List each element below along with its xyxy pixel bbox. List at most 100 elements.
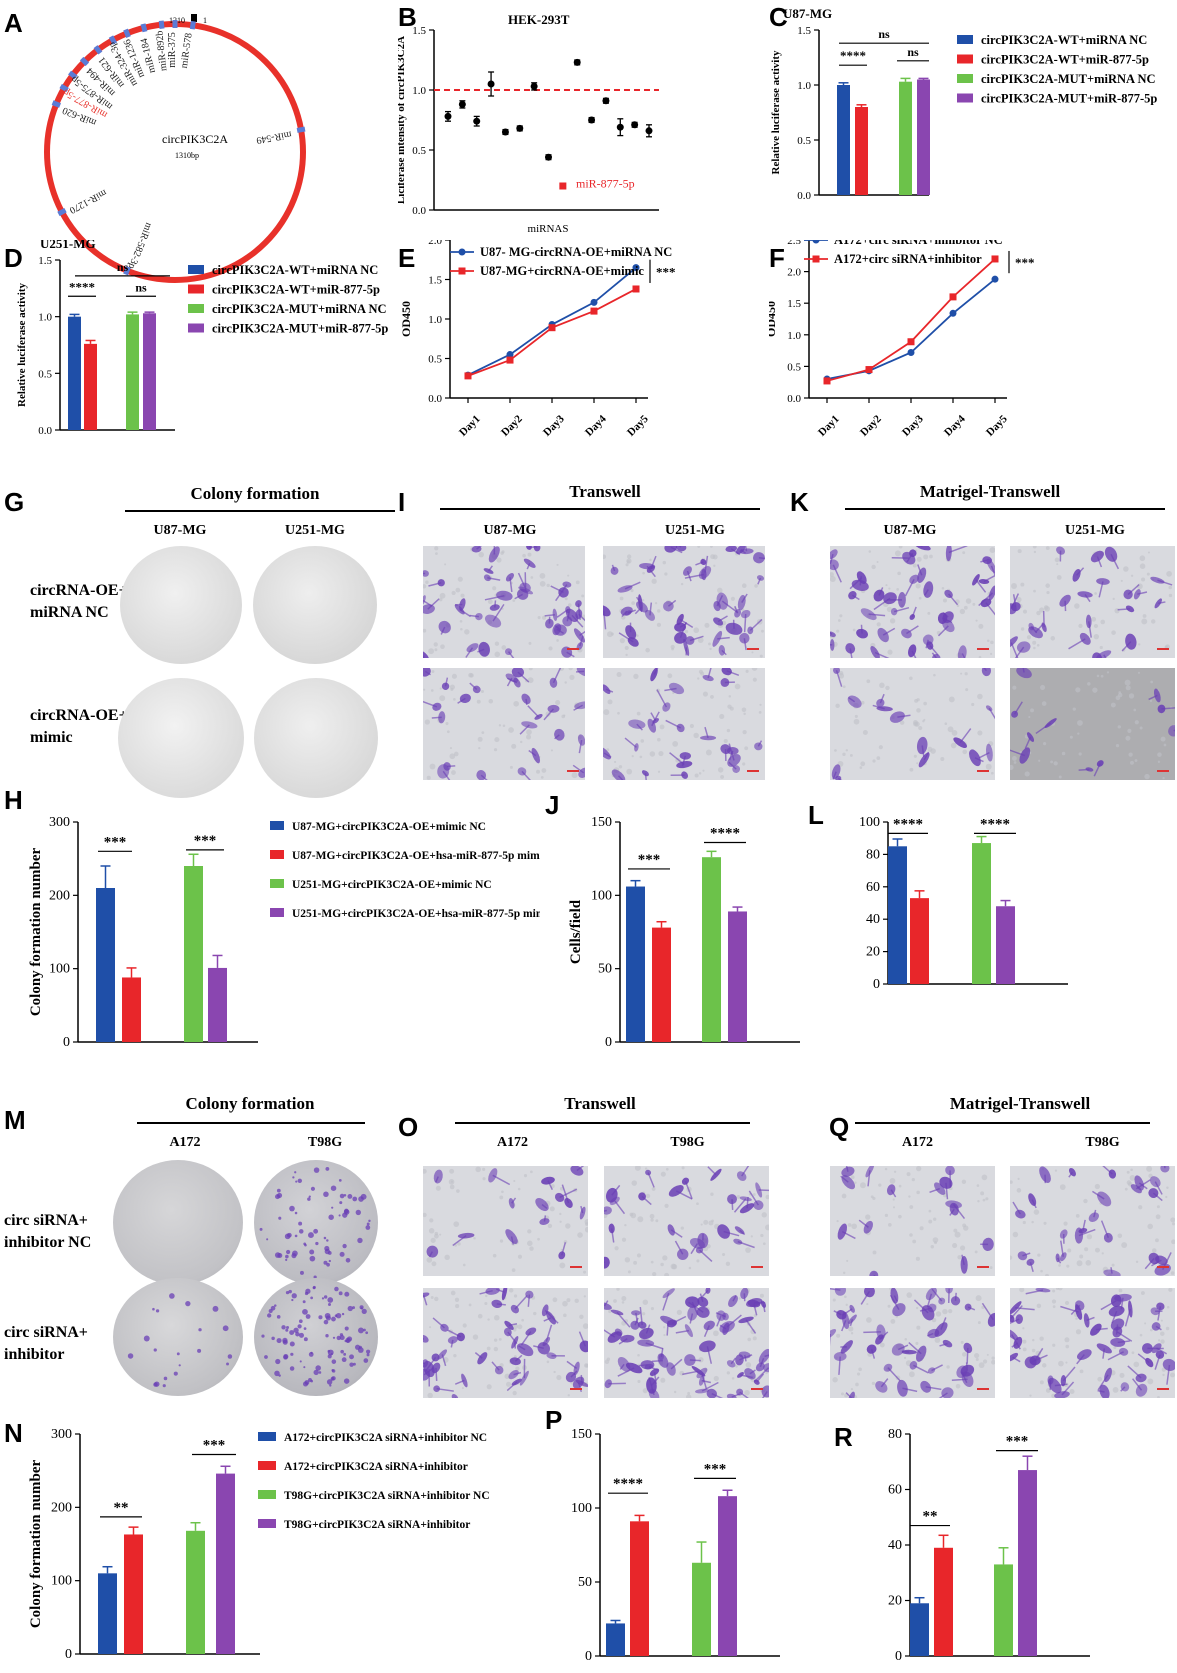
membrane-pore	[1117, 1233, 1123, 1239]
data-point-highlight	[559, 182, 567, 190]
stained-cell	[1083, 1313, 1090, 1328]
membrane-pore	[616, 671, 622, 678]
cell-process	[440, 626, 446, 635]
stained-cell	[909, 574, 919, 584]
cell-process	[1060, 1305, 1079, 1313]
colony	[313, 1167, 320, 1173]
colony-top-title: Colony formation	[190, 484, 320, 503]
panel-label-j: J	[545, 790, 560, 820]
membrane-pore	[654, 602, 658, 605]
cell-process	[744, 546, 748, 552]
membrane-pore	[1066, 1264, 1070, 1268]
colony	[302, 1308, 308, 1315]
membrane-pore	[929, 554, 933, 559]
membrane-pore	[1147, 551, 1150, 554]
membrane-pore	[546, 583, 550, 588]
membrane-pore	[911, 1178, 915, 1182]
membrane-pore	[752, 1336, 757, 1341]
colony	[285, 1258, 288, 1261]
cell-process	[682, 1370, 699, 1376]
colony	[291, 1253, 297, 1259]
micrograph-canvas	[830, 1166, 995, 1276]
bar-1	[888, 846, 907, 984]
bar-1	[68, 316, 81, 430]
membrane-pore	[898, 1214, 902, 1219]
stained-cell	[890, 607, 898, 616]
y-tick-label: 1.0	[412, 85, 426, 97]
membrane-pore	[631, 755, 634, 758]
membrane-pore	[1031, 1348, 1036, 1353]
membrane-pore	[426, 775, 431, 780]
colony	[169, 1293, 175, 1299]
membrane-pore	[617, 711, 620, 715]
cell-process	[575, 670, 585, 673]
colony	[289, 1366, 295, 1371]
membrane-pore	[854, 1181, 857, 1184]
stained-cell	[603, 684, 611, 695]
legend-label-4: T98G+circPIK3C2A siRNA+inhibitor	[284, 1519, 470, 1531]
binding-site-mir-621	[93, 45, 103, 55]
legend-label-4: circPIK3C2A-MUT+miR-877-5p	[212, 322, 388, 336]
matrigel-top-col-2: U251-MG	[1065, 523, 1125, 538]
cell-process	[761, 1391, 768, 1398]
cell-process	[684, 1180, 693, 1199]
membrane-pore	[745, 1247, 751, 1253]
y-tick-label: 1.0	[787, 330, 801, 342]
micrograph-canvas	[1010, 1166, 1175, 1276]
stained-cell	[573, 1361, 580, 1376]
membrane-pore	[1037, 1253, 1041, 1257]
membrane-pore	[633, 673, 639, 680]
colony	[338, 1179, 342, 1182]
membrane-pore	[951, 730, 958, 736]
y-tick-label: 0.5	[412, 145, 426, 157]
cell-process	[700, 1289, 709, 1299]
colony	[282, 1337, 288, 1344]
legend-label-2: A172+circPIK3C2A siRNA+inhibitor	[284, 1461, 468, 1473]
membrane-pore	[584, 1226, 588, 1233]
colony	[338, 1214, 341, 1217]
membrane-pore	[584, 1363, 588, 1368]
bar-3	[899, 81, 912, 195]
legend-label-2: A172+circ siRNA+inhibitor	[834, 252, 982, 266]
membrane-pore	[952, 1242, 958, 1249]
membrane-pore	[670, 644, 675, 650]
cell-process	[1015, 1307, 1035, 1311]
colony	[277, 1252, 283, 1258]
membrane-pore	[1022, 609, 1027, 614]
membrane-pore	[1039, 1380, 1044, 1385]
cell-process	[704, 726, 709, 739]
stained-cell	[721, 668, 732, 676]
membrane-pore	[631, 1180, 638, 1186]
y-tick-label: 0.0	[787, 393, 801, 405]
cell-process	[1120, 1297, 1124, 1310]
membrane-pore	[751, 668, 758, 671]
membrane-pore	[621, 1295, 627, 1301]
cell-process	[611, 1184, 621, 1196]
stained-cell	[484, 614, 502, 628]
membrane-pore	[453, 1353, 457, 1358]
membrane-pore	[830, 576, 836, 582]
micrograph-canvas	[423, 546, 585, 658]
colony-top-col-1: U87-MG	[153, 523, 207, 538]
membrane-pore	[1133, 708, 1137, 712]
membrane-pore	[427, 1392, 433, 1398]
cell-process	[474, 1352, 483, 1359]
membrane-pore	[649, 1213, 655, 1219]
transwell-bottom-col-1: A172	[496, 1135, 529, 1150]
colony	[297, 1178, 303, 1183]
membrane-pore	[517, 1324, 523, 1330]
cell-process	[428, 1251, 434, 1258]
membrane-pore	[657, 609, 661, 613]
colony	[259, 1227, 263, 1231]
membrane-pore	[879, 1342, 885, 1348]
membrane-pore	[1045, 1388, 1051, 1393]
cell-process	[662, 1292, 670, 1311]
membrane-pore	[1130, 574, 1134, 577]
membrane-pore	[1100, 619, 1106, 625]
cell-process	[1076, 1354, 1085, 1365]
bar-4	[917, 79, 930, 195]
micrograph-background	[1010, 668, 1175, 780]
membrane-pore	[975, 1295, 982, 1302]
colony	[361, 1308, 367, 1314]
significance-label: ****	[980, 816, 1010, 832]
